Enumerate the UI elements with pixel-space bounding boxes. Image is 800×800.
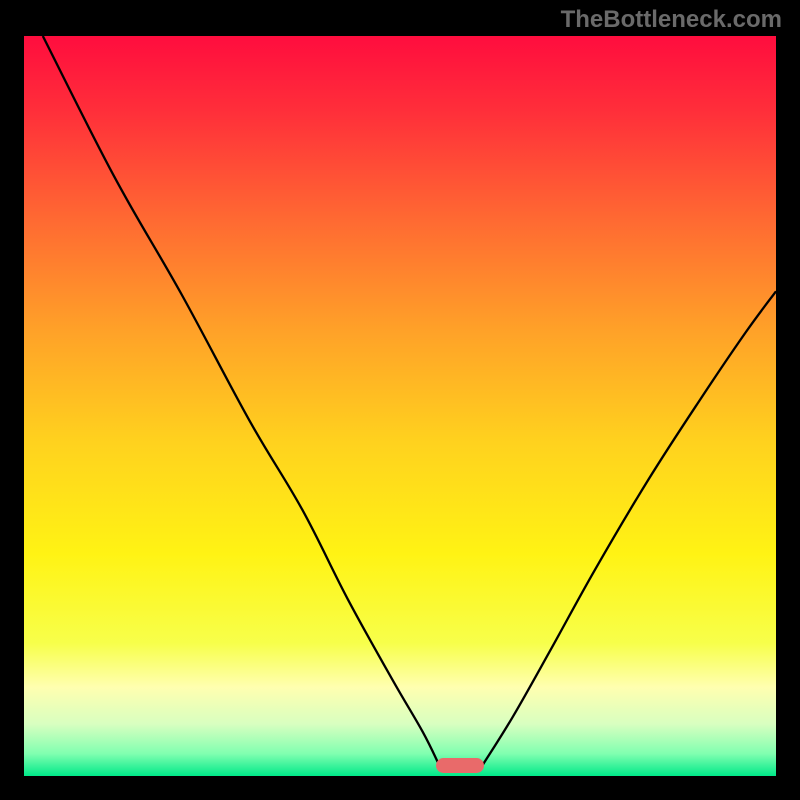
bottleneck-curve-right [483, 291, 776, 765]
watermark-text: TheBottleneck.com [561, 6, 782, 34]
curve-svg [24, 36, 776, 776]
minimum-marker [436, 758, 484, 773]
bottleneck-curve-left [43, 36, 439, 765]
plot-area [24, 36, 776, 776]
